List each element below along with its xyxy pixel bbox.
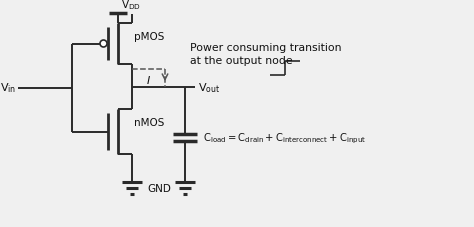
Text: $\mathregular{V_{DD}}$: $\mathregular{V_{DD}}$ [121, 0, 141, 12]
Text: GND: GND [147, 183, 171, 193]
Text: $\mathregular{V_{out}}$: $\mathregular{V_{out}}$ [198, 81, 220, 94]
Text: nMOS: nMOS [134, 118, 164, 127]
Circle shape [100, 41, 107, 48]
Text: at the output node: at the output node [190, 56, 292, 66]
Text: pMOS: pMOS [134, 32, 164, 42]
Text: Power consuming transition: Power consuming transition [190, 43, 341, 53]
Text: I: I [147, 76, 150, 86]
Text: $\mathregular{C_{load} = C_{drain}+ C_{interconnect} + C_{input}}$: $\mathregular{C_{load} = C_{drain}+ C_{i… [203, 131, 366, 145]
Text: $\mathregular{V_{in}}$: $\mathregular{V_{in}}$ [0, 81, 16, 95]
